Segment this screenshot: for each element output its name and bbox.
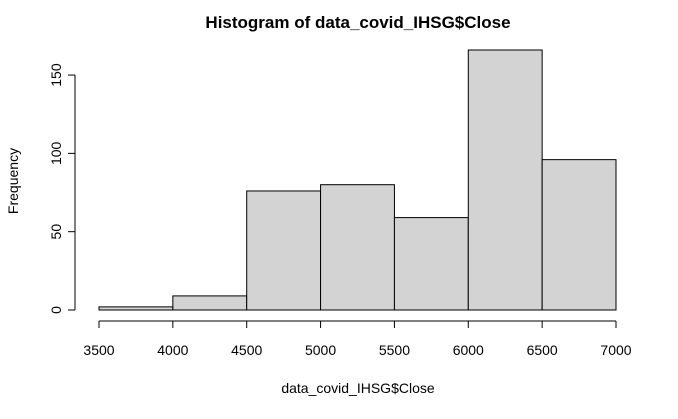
histogram-bar-4500-5000 xyxy=(246,190,322,311)
chart-title: Histogram of data_covid_IHSG$Close xyxy=(205,13,510,32)
y-tick-label-150: 150 xyxy=(48,63,64,87)
histogram-bar-6000-6500 xyxy=(467,49,543,311)
histogram-bar-4000-4500 xyxy=(172,295,248,311)
y-tick-label-50: 50 xyxy=(48,224,64,240)
x-tick-label-5500: 5500 xyxy=(379,342,410,358)
histogram-bar-6500-7000 xyxy=(541,159,617,311)
x-tick-label-6000: 6000 xyxy=(453,342,484,358)
histogram-bar-5500-6000 xyxy=(393,217,469,311)
x-tick-label-4000: 4000 xyxy=(157,342,188,358)
histogram-bar-3500-4000 xyxy=(98,306,174,311)
y-tick-label-0: 0 xyxy=(48,306,64,314)
x-tick-label-6500: 6500 xyxy=(527,342,558,358)
y-axis: 0 50 100 150 xyxy=(48,63,76,314)
x-tick-label-3500: 3500 xyxy=(83,342,114,358)
histogram-bar-5000-5500 xyxy=(320,184,395,311)
bars-group xyxy=(98,49,617,311)
x-tick-label-7000: 7000 xyxy=(600,342,631,358)
x-axis-label: data_covid_IHSG$Close xyxy=(281,380,435,396)
x-axis: 3500 4000 4500 5000 5500 6000 6500 7000 xyxy=(83,320,632,358)
y-tick-label-100: 100 xyxy=(48,141,64,165)
y-axis-label: Frequency xyxy=(5,148,21,214)
x-tick-label-4500: 4500 xyxy=(231,342,262,358)
x-tick-label-5000: 5000 xyxy=(305,342,336,358)
